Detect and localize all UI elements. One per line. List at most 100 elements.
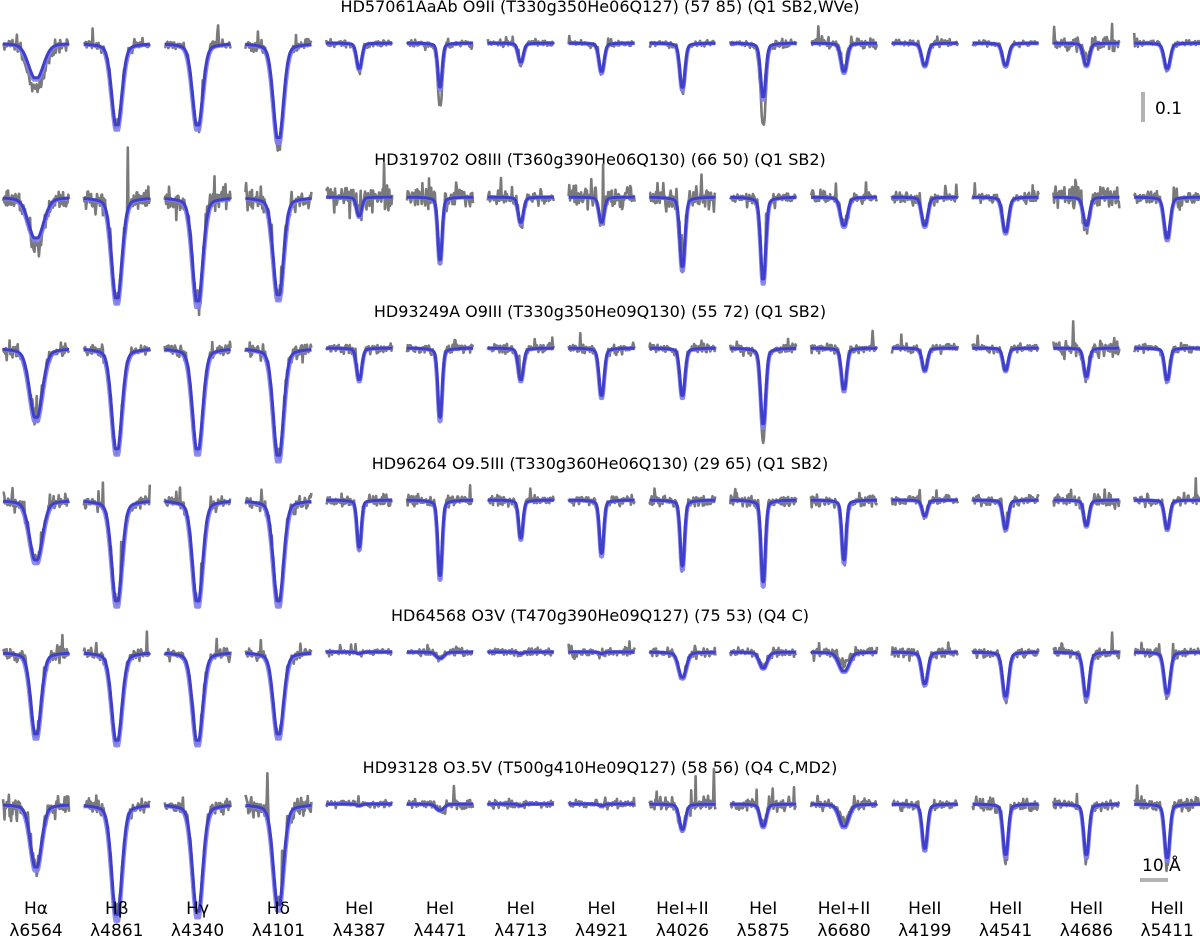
observed-spectrum bbox=[809, 181, 879, 227]
line-panel bbox=[405, 643, 475, 663]
model-alt-profile bbox=[244, 803, 313, 913]
line-panel bbox=[324, 37, 394, 76]
line-panel bbox=[648, 339, 717, 401]
model-fit-profile bbox=[648, 346, 717, 397]
model-fit-profile bbox=[244, 500, 313, 603]
model-fit-profile bbox=[1052, 195, 1121, 227]
line-panel bbox=[163, 340, 232, 457]
line-panel bbox=[405, 338, 475, 424]
model-fit-profile bbox=[83, 500, 151, 603]
model-fit-profile bbox=[487, 346, 555, 381]
model-fit-profile bbox=[810, 498, 878, 562]
line-panel bbox=[809, 491, 879, 567]
model-fit-profile bbox=[648, 41, 717, 89]
line-panel bbox=[567, 640, 636, 661]
star-title: HD57061AaAb O9II (T330g350He06Q127) (57 … bbox=[341, 0, 860, 16]
model-fit-profile bbox=[2, 196, 70, 240]
model-alt-profile bbox=[244, 42, 313, 146]
line-panel bbox=[163, 486, 232, 609]
line-panel bbox=[728, 192, 798, 286]
observed-spectrum bbox=[1052, 22, 1121, 63]
model-alt-profile bbox=[163, 347, 232, 457]
model-fit-profile bbox=[891, 802, 959, 850]
model-alt-profile bbox=[971, 195, 1040, 236]
model-fit-profile bbox=[163, 348, 232, 451]
line-panel bbox=[971, 182, 1040, 236]
model-alt-profile bbox=[82, 347, 152, 457]
line-panel bbox=[567, 163, 636, 227]
model-fit-profile bbox=[971, 802, 1040, 856]
line-element-label: Hβ bbox=[105, 899, 129, 919]
observed-spectrum bbox=[82, 630, 152, 745]
line-panel bbox=[163, 796, 232, 920]
line-panel bbox=[486, 176, 556, 229]
line-panel bbox=[648, 38, 717, 96]
model-fit-profile bbox=[2, 348, 70, 419]
model-fit-profile bbox=[729, 498, 797, 584]
observed-spectrum bbox=[324, 162, 394, 222]
model-fit-profile bbox=[325, 41, 393, 70]
model-fit-profile bbox=[163, 651, 232, 742]
rows-layer: HD57061AaAb O9II (T330g350He06Q127) (57 … bbox=[1, 0, 1200, 923]
star-row: HD57061AaAb O9II (T330g350He06Q127) (57 … bbox=[1, 0, 1200, 152]
line-wavelength-label: λ4026 bbox=[656, 921, 709, 941]
line-panel bbox=[1, 486, 71, 566]
model-fit-profile bbox=[971, 498, 1040, 530]
line-panel bbox=[324, 795, 394, 810]
observed-spectrum bbox=[82, 481, 152, 606]
observed-spectrum bbox=[163, 796, 232, 916]
model-fit-profile bbox=[163, 197, 232, 303]
line-panel bbox=[1132, 186, 1200, 243]
line-panel bbox=[324, 492, 394, 553]
line-panel bbox=[1, 189, 71, 258]
model-alt-profile bbox=[890, 650, 960, 688]
line-element-label: HeII bbox=[1070, 899, 1103, 919]
line-panel bbox=[890, 183, 960, 230]
line-element-label: HeI+II bbox=[818, 899, 871, 919]
line-panel bbox=[1052, 22, 1121, 69]
line-panel bbox=[244, 488, 313, 609]
observed-spectrum bbox=[82, 146, 152, 305]
observed-spectrum bbox=[486, 336, 556, 383]
model-fit-profile bbox=[567, 650, 636, 656]
line-panel bbox=[648, 767, 717, 834]
line-panel bbox=[567, 493, 636, 559]
model-fit-profile bbox=[971, 41, 1040, 67]
model-alt-profile bbox=[1, 651, 71, 741]
observed-spectrum bbox=[648, 767, 717, 834]
observed-spectrum bbox=[163, 175, 232, 317]
model-fit-profile bbox=[891, 346, 959, 372]
observed-spectrum bbox=[163, 24, 232, 134]
line-panel bbox=[567, 34, 636, 76]
model-fit-profile bbox=[810, 346, 878, 391]
model-fit-profile bbox=[648, 498, 717, 568]
line-panel bbox=[324, 342, 394, 384]
model-fit-profile bbox=[971, 650, 1040, 698]
scale-bars-layer: 0.1 10 Å bbox=[1140, 92, 1182, 882]
model-fit-profile bbox=[244, 651, 313, 736]
line-labels-layer: Hαλ6564Hβλ4861Hγλ4340Hδλ4101HeIλ4387HeIλ… bbox=[9, 899, 1194, 941]
line-panel bbox=[567, 331, 636, 401]
line-panel bbox=[728, 37, 798, 126]
observed-spectrum bbox=[890, 333, 960, 374]
model-fit-profile bbox=[244, 348, 313, 457]
line-panel bbox=[405, 37, 475, 107]
line-panel bbox=[890, 798, 960, 853]
star-row: HD93128 O3.5V (T500g410He09Q127) (58 56)… bbox=[1, 758, 1200, 923]
model-fit-profile bbox=[648, 650, 717, 679]
star-row: HD64568 O3V (T470g390He09Q127) (75 53) (… bbox=[1, 606, 1200, 748]
model-fit-profile bbox=[1133, 650, 1200, 695]
line-panel bbox=[1, 633, 71, 741]
line-panel bbox=[1052, 792, 1121, 866]
model-fit-profile bbox=[971, 195, 1040, 234]
line-panel bbox=[405, 177, 475, 266]
model-fit-profile bbox=[810, 195, 878, 227]
line-panel bbox=[244, 772, 313, 913]
observed-spectrum bbox=[244, 488, 313, 606]
model-alt-profile bbox=[82, 42, 152, 132]
model-alt-profile bbox=[244, 347, 313, 464]
line-panel bbox=[405, 784, 475, 816]
model-alt-profile bbox=[82, 196, 152, 306]
line-panel bbox=[82, 630, 152, 748]
